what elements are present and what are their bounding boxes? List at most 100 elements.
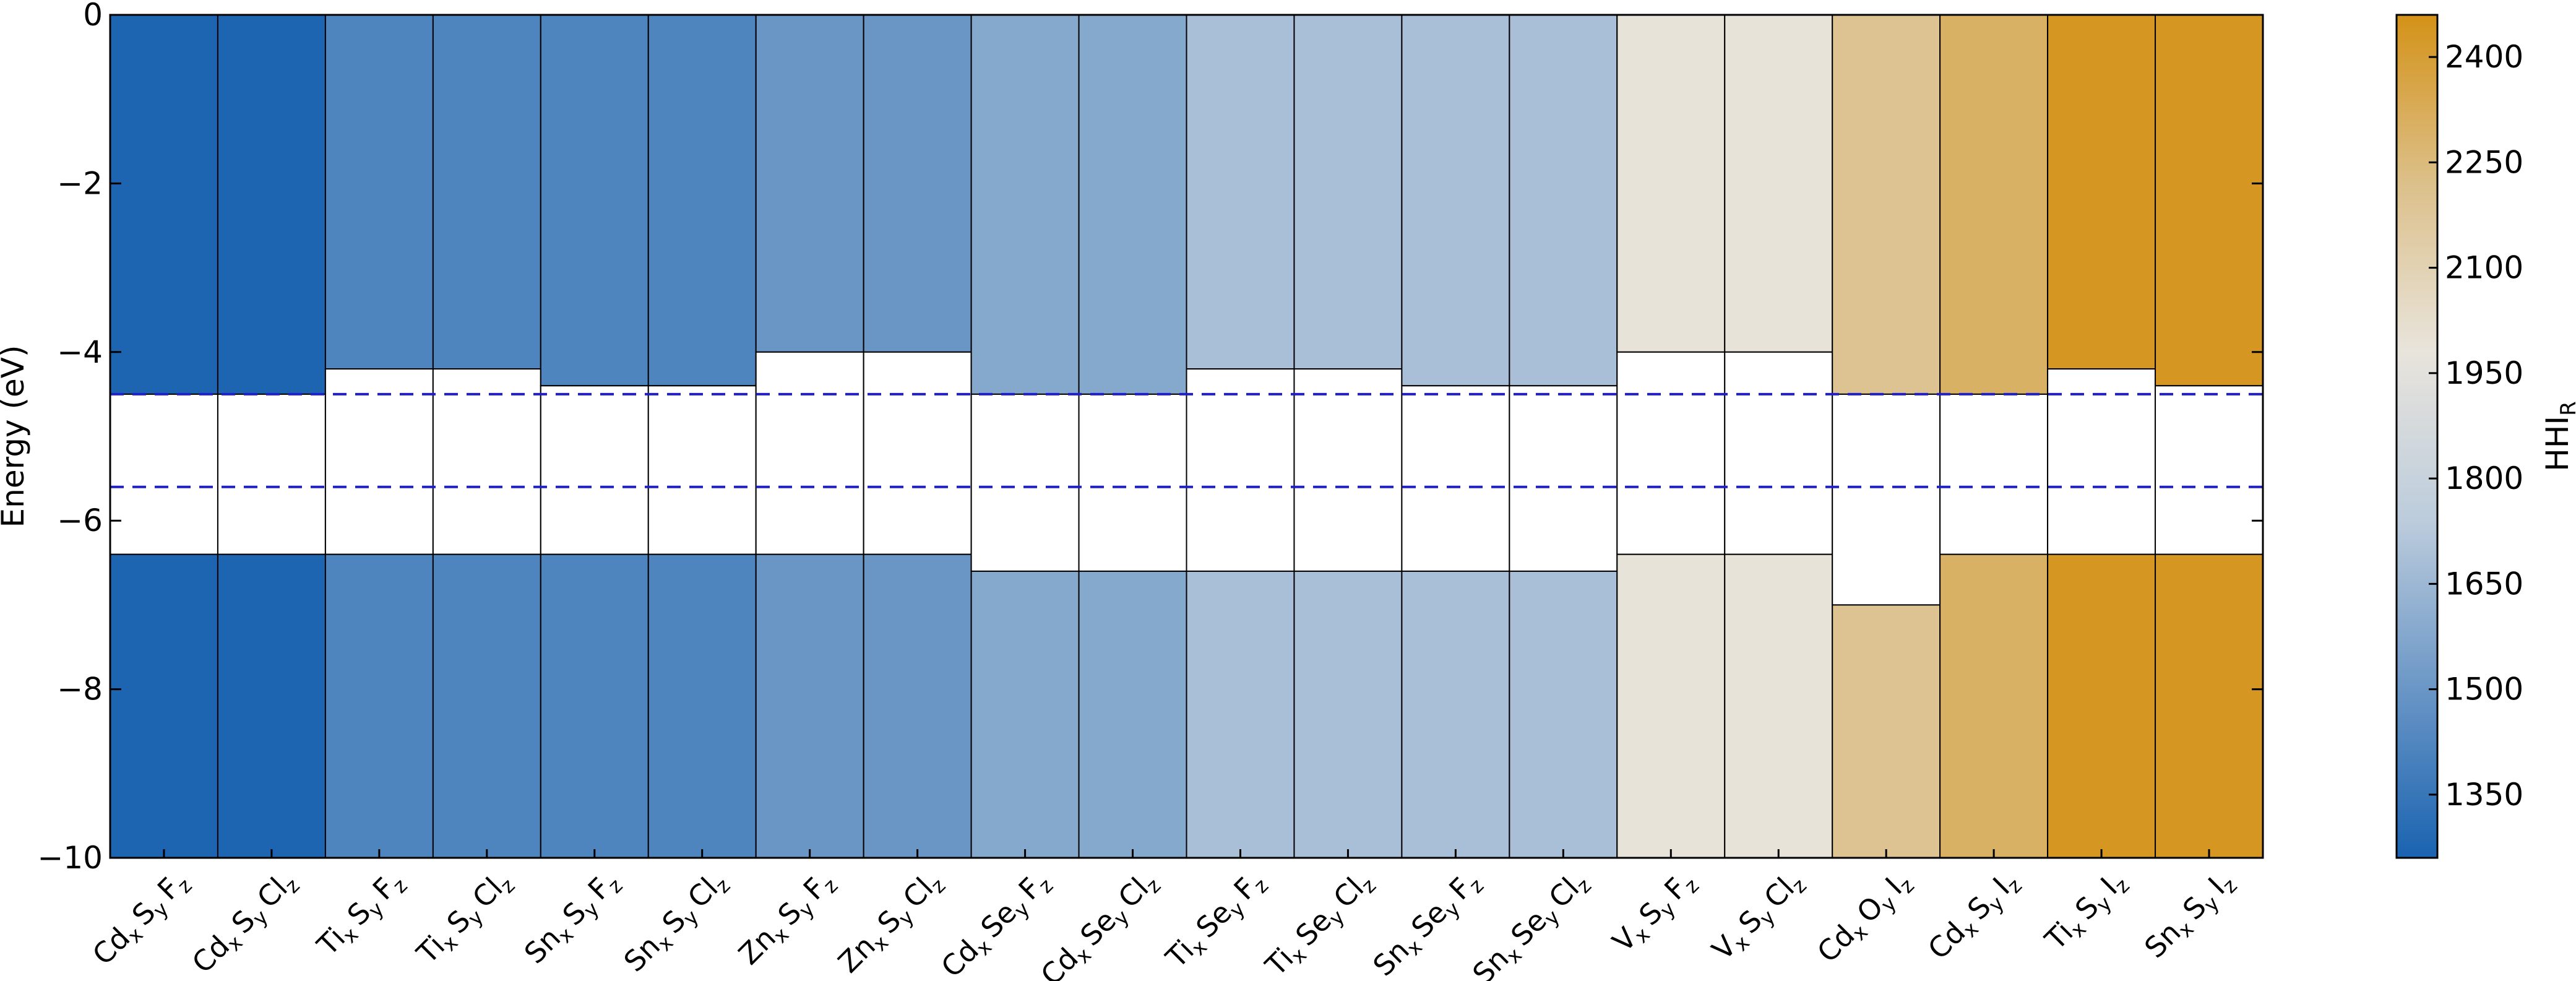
colorbar-tick-label: 2100 bbox=[2445, 250, 2523, 286]
valence-bar bbox=[1616, 553, 1726, 858]
band-gap bbox=[2047, 368, 2156, 555]
conduction-bar bbox=[1078, 14, 1187, 395]
band-gap bbox=[110, 393, 218, 555]
plot-frame bbox=[109, 14, 2264, 859]
band-gap bbox=[1293, 368, 1403, 572]
conduction-bar bbox=[647, 14, 757, 387]
x-tick-label: Tix Sey Clz bbox=[1259, 864, 1381, 981]
x-tick-label: Vx Sy Clz bbox=[1705, 864, 1811, 970]
conduction-bar bbox=[432, 14, 541, 370]
conduction-bar bbox=[1186, 14, 1295, 370]
valence-bar bbox=[110, 553, 218, 858]
x-tick-label: Znx Sy Fz bbox=[732, 864, 842, 974]
colorbar-tick-label: 1350 bbox=[2445, 777, 2523, 813]
band-gap bbox=[1401, 385, 1510, 572]
band-gap bbox=[1078, 393, 1187, 572]
y-tick-label: 0 bbox=[83, 0, 103, 33]
valence-bar bbox=[1186, 570, 1295, 858]
x-tick-label: Vx Sy Fz bbox=[1606, 864, 1704, 962]
conduction-bar bbox=[324, 14, 434, 370]
conduction-bar bbox=[1293, 14, 1403, 370]
band-gap bbox=[755, 351, 864, 555]
x-tick-label: Snx Sy Clz bbox=[618, 864, 735, 981]
band-gap bbox=[1509, 385, 1618, 572]
conduction-bar bbox=[863, 14, 972, 353]
colorbar-tick-label: 2250 bbox=[2445, 144, 2523, 180]
band-gap bbox=[1616, 351, 1726, 555]
conduction-bar bbox=[1724, 14, 1833, 353]
colorbar-label-sub: R bbox=[2556, 401, 2576, 416]
colorbar-ticks: 1350 1500 1650 1800 1950 2100 2250 2400 bbox=[2429, 39, 2523, 813]
colorbar-tick-label: 1800 bbox=[2445, 460, 2523, 496]
valence-bar bbox=[863, 553, 972, 858]
colorbar-tick-label: 1650 bbox=[2445, 566, 2523, 602]
valence-bar bbox=[647, 553, 757, 858]
valence-bar bbox=[1724, 553, 1833, 858]
y-tick-label: −8 bbox=[57, 672, 103, 707]
conduction-bar bbox=[217, 14, 326, 395]
x-tick-label: Cdx Oy Iz bbox=[1811, 864, 1919, 972]
valence-bar bbox=[1509, 570, 1618, 858]
conduction-bar bbox=[1939, 14, 2049, 395]
colorbar-tick-label: 1950 bbox=[2445, 355, 2523, 391]
x-axis-labels: Cdx Sy Fz Cdx Sy Clz Tix Sy Fz Tix Sy Cl… bbox=[86, 849, 2242, 981]
conduction-bar bbox=[1401, 14, 1510, 387]
y-tick-label: −10 bbox=[37, 840, 103, 876]
valence-bar bbox=[217, 553, 326, 858]
band-gap bbox=[324, 368, 434, 555]
valence-bar bbox=[970, 570, 1080, 858]
colorbar-label-main: HHI bbox=[2539, 416, 2575, 472]
x-tick-label: Tix Sy Fz bbox=[310, 864, 411, 966]
x-tick-label: Cdx Sey Clz bbox=[1034, 864, 1165, 981]
x-tick-label: Snx Sy Fz bbox=[518, 864, 627, 974]
x-tick-label: Cdx Sy Fz bbox=[86, 864, 197, 975]
band-gap bbox=[2155, 385, 2264, 555]
y-tick-label: −4 bbox=[57, 334, 103, 370]
y-tick-label: −6 bbox=[57, 503, 103, 538]
conduction-bar bbox=[110, 14, 218, 395]
valence-bar bbox=[1078, 570, 1187, 858]
band-gap bbox=[540, 385, 649, 555]
valence-bar bbox=[2155, 553, 2264, 858]
conduction-bar bbox=[1509, 14, 1618, 387]
band-gap bbox=[863, 351, 972, 555]
conduction-bar bbox=[2155, 14, 2264, 387]
band-gap bbox=[970, 393, 1080, 572]
x-tick-label: Tix Sey Fz bbox=[1159, 864, 1273, 978]
x-tick-label: Cdx Sy Clz bbox=[186, 864, 304, 981]
bars-group bbox=[110, 14, 2264, 859]
conduction-bar bbox=[540, 14, 649, 387]
x-tick-label: Snx Sy Iz bbox=[2138, 864, 2242, 968]
y-axis-label: Energy (eV) bbox=[0, 345, 31, 528]
y-axis: 0 −2 −4 −6 −8 −10 bbox=[37, 0, 2263, 876]
colorbar-gradient bbox=[2395, 14, 2439, 859]
band-gap bbox=[1832, 393, 1941, 606]
x-tick-label: Snx Sey Clz bbox=[1466, 864, 1596, 981]
x-tick-label: Tix Sy Iz bbox=[2038, 864, 2134, 960]
colorbar-tick-label: 1500 bbox=[2445, 672, 2523, 707]
y-tick-label: −2 bbox=[57, 165, 103, 201]
colorbar-tick-label: 2400 bbox=[2445, 39, 2523, 75]
x-tick-label: Znx Sy Clz bbox=[832, 864, 950, 981]
valence-bar bbox=[432, 553, 541, 858]
band-gap bbox=[1186, 368, 1295, 572]
conduction-bar bbox=[1832, 14, 1941, 395]
valence-bar bbox=[2047, 553, 2156, 858]
valence-bar bbox=[755, 553, 864, 858]
valence-bar bbox=[1832, 604, 1941, 859]
conduction-bar bbox=[2047, 14, 2156, 370]
conduction-bar bbox=[1616, 14, 1726, 353]
x-tick-label: Tix Sy Clz bbox=[410, 864, 519, 974]
colorbar-label: HHIR bbox=[2539, 401, 2576, 472]
x-tick-label: Cdx Sy Iz bbox=[1921, 864, 2027, 969]
band-gap bbox=[1724, 351, 1833, 555]
band-gap bbox=[217, 393, 326, 555]
band-gap bbox=[432, 368, 541, 555]
colorbar: 1350 1500 1650 1800 1950 2100 2250 2400 HHIR bbox=[2395, 14, 2576, 859]
valence-bar bbox=[1939, 553, 2049, 858]
valence-bar bbox=[540, 553, 649, 858]
valence-bar bbox=[324, 553, 434, 858]
reference-lines bbox=[110, 392, 2263, 488]
conduction-bar bbox=[755, 14, 864, 353]
